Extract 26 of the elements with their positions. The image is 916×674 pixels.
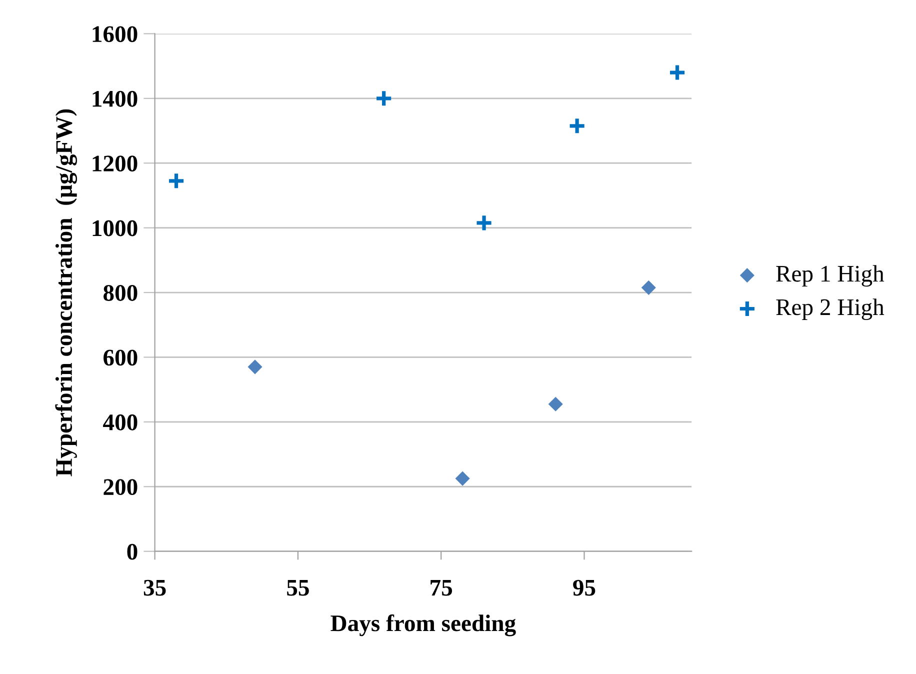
x-tick-label: 55: [287, 580, 309, 596]
point: [641, 280, 656, 295]
y-tick-label: 1200: [92, 156, 138, 172]
y-tick-label: 800: [104, 285, 138, 301]
point: [248, 360, 262, 374]
y-tick-label: 1000: [92, 220, 138, 236]
point: [668, 63, 686, 82]
y-tick-label: 1600: [92, 26, 138, 42]
y-tick-label: 600: [104, 350, 138, 366]
y-tick-label: 1400: [92, 90, 138, 107]
point: [548, 396, 563, 412]
y-tick-label: 0: [127, 544, 138, 560]
x-tick-label: 75: [430, 580, 452, 596]
point: [167, 172, 186, 190]
y-tick-label: 400: [103, 414, 138, 430]
legend-label: Rep 1 High: [776, 265, 884, 287]
point: [374, 89, 393, 108]
y-tick-label: 200: [104, 479, 138, 496]
x-tick-label: 35: [144, 580, 166, 596]
y-axis-title: Hyperforin concentration (µg/gFW): [55, 109, 78, 476]
point: [455, 471, 470, 486]
point: [474, 214, 494, 232]
x-tick-label: 95: [573, 580, 596, 596]
point: [568, 116, 586, 135]
x-axis-title: Days from seeding: [330, 614, 516, 636]
legend-label: Rep 2 High: [776, 298, 884, 320]
